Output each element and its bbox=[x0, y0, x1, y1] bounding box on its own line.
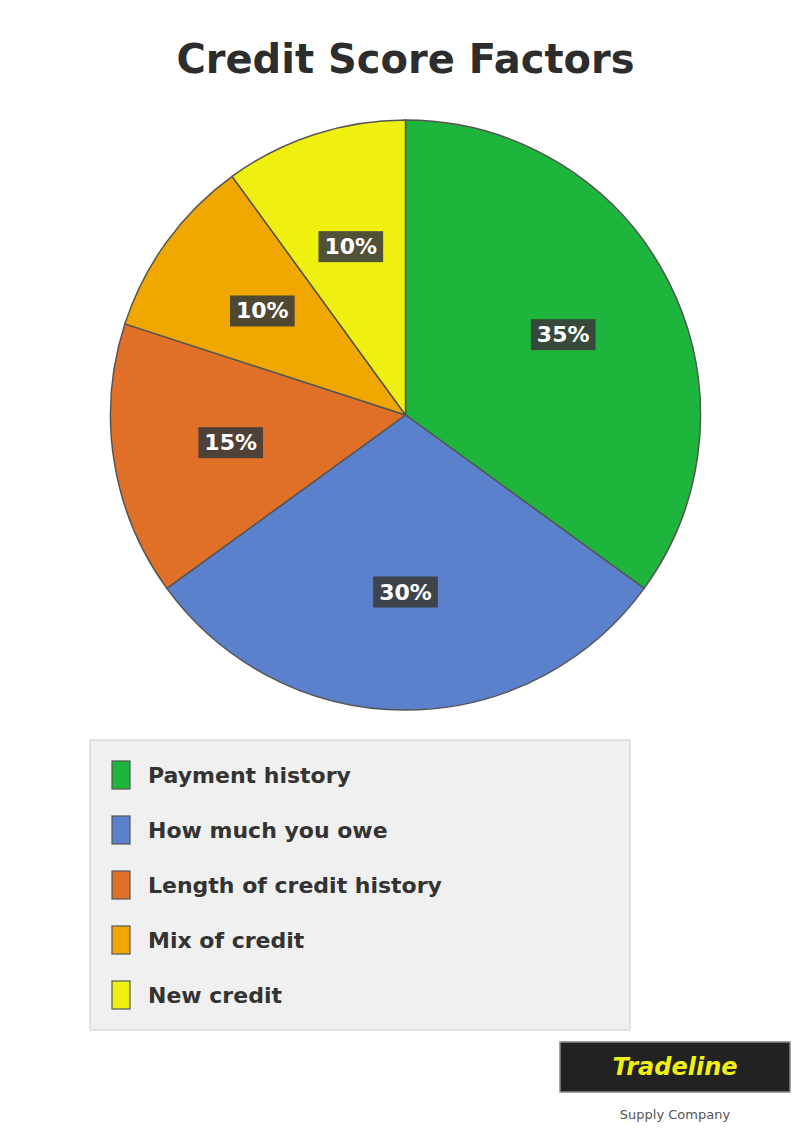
data-label: 30% bbox=[379, 580, 432, 605]
data-label-box bbox=[230, 295, 295, 326]
legend-swatch bbox=[112, 816, 130, 844]
data-label: 10% bbox=[236, 298, 289, 323]
legend-swatch bbox=[112, 871, 130, 899]
logo: Tradeline Supply Company bbox=[560, 1042, 790, 1122]
data-label-group: 10% bbox=[318, 231, 383, 262]
legend-label: How much you owe bbox=[148, 818, 388, 843]
legend-box bbox=[90, 740, 630, 1030]
data-label-box bbox=[531, 319, 596, 350]
annotation: Tradeline bbox=[612, 1053, 737, 1081]
title: Credit Score Factors bbox=[176, 36, 634, 82]
data-label-group: 15% bbox=[198, 427, 263, 458]
data-label: 15% bbox=[204, 430, 257, 455]
data-label-box bbox=[373, 577, 438, 608]
legend-label: Mix of credit bbox=[148, 928, 305, 953]
pie-slice bbox=[232, 120, 405, 415]
data-label-group: 10% bbox=[230, 295, 295, 326]
data-label-group: 35% bbox=[531, 319, 596, 350]
chart: Credit Score Factors 35% 30% 15% 10% 10% Payme… bbox=[0, 0, 811, 1146]
legend-label: New credit bbox=[148, 983, 282, 1008]
legend-swatch bbox=[112, 981, 130, 1009]
data-labels: 35% 30% 15% 10% 10% bbox=[198, 231, 595, 607]
annotation: Supply Company bbox=[620, 1107, 731, 1122]
legend: Payment history How much you owe Length of… bbox=[90, 740, 630, 1030]
pie bbox=[110, 120, 700, 710]
data-label-box bbox=[318, 231, 383, 262]
data-label: 35% bbox=[537, 322, 590, 347]
logo-box bbox=[560, 1042, 790, 1092]
legend-swatch bbox=[112, 761, 130, 789]
legend-label: Payment history bbox=[148, 763, 351, 788]
data-label-group: 30% bbox=[373, 577, 438, 608]
legend-swatch bbox=[112, 926, 130, 954]
legend-label: Length of credit history bbox=[148, 873, 442, 898]
data-label-box bbox=[198, 427, 263, 458]
data-label: 10% bbox=[324, 234, 377, 259]
